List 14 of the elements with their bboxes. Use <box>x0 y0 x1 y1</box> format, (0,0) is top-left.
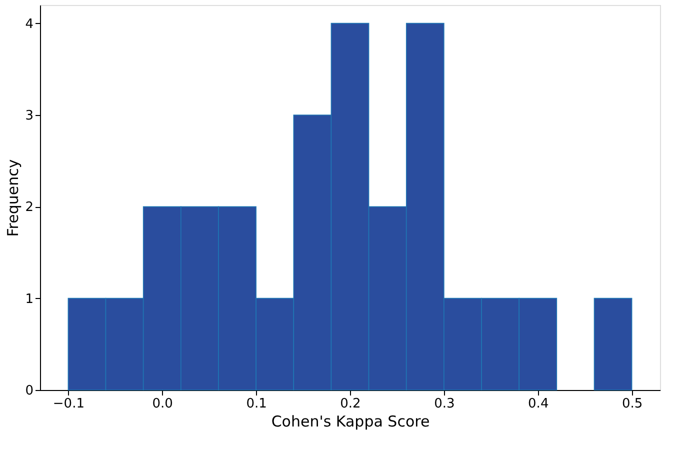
y-axis-title: Frequency <box>4 159 22 237</box>
x-tick-label: 0.5 <box>622 396 643 412</box>
y-tick-label: 1 <box>25 292 34 307</box>
x-tick-label: 0.1 <box>246 396 267 412</box>
y-tick-label: 0 <box>25 384 34 398</box>
y-tick-label: 2 <box>25 200 34 216</box>
x-tick-label: −0.1 <box>52 396 84 412</box>
x-tick-label: 0.2 <box>340 396 361 412</box>
x-tick-label: 0.0 <box>152 396 173 412</box>
x-tick-label: 0.3 <box>434 396 455 412</box>
x-tick-label: 0.4 <box>528 396 549 412</box>
y-tick-label: 4 <box>25 16 34 32</box>
y-tick-label: 3 <box>25 108 34 124</box>
x-axis-title: Cohen's Kappa Score <box>271 412 430 430</box>
